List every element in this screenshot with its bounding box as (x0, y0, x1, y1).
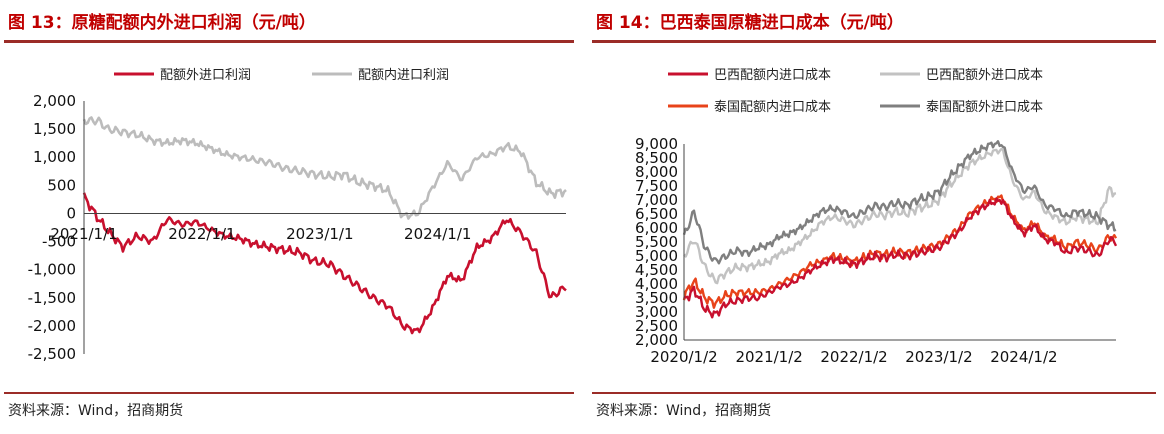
y-tick-label: 4,000 (635, 275, 678, 293)
y-tick-label: 6,000 (635, 219, 678, 237)
x-tick-label: 2020/1/2 (650, 348, 717, 366)
x-tick-label: 2021/1/2 (735, 348, 802, 366)
series-line (682, 140, 1117, 265)
figure-14-panel: 图 14：巴西泰国原糖进口成本（元/吨） 9,000 8,500 8,000 7,50… (588, 0, 1164, 434)
y-tick-label: 2,000 (635, 331, 678, 349)
series-line (82, 192, 567, 335)
y-tick-label: 500 (47, 176, 76, 194)
legend-label: 泰国配额外进口成本 (926, 100, 1043, 115)
y-tick-label: 5,500 (635, 233, 678, 251)
figure-13-panel: 图 13：原糖配额内外进口利润（元/吨） 2,000 1,500 1,000 500 0… (4, 13, 574, 419)
y-tick-label: 9,000 (635, 135, 678, 153)
y-tick-label: -2,500 (28, 345, 76, 363)
y-tick-label: 3,000 (635, 303, 678, 321)
y-tick-label: 0 (66, 204, 76, 222)
x-tick-label: 2023/1/1 (286, 225, 353, 243)
x-tick-label: 2021/1/1 (50, 225, 117, 243)
y-tick-label: -1,000 (28, 261, 76, 279)
x-tick-label: 2024/1/2 (990, 348, 1057, 366)
legend-label: 配额内进口利润 (358, 67, 449, 83)
y-tick-label: 4,500 (635, 261, 678, 279)
x-tick-label: 2022/1/1 (168, 225, 235, 243)
title-underline (592, 40, 1156, 43)
series-line (683, 147, 1117, 285)
y-tick-label: 7,000 (635, 191, 678, 209)
y-tick-label: -500 (42, 233, 76, 251)
y-tick-label: 1,500 (33, 120, 76, 138)
y-tick-label: 5,000 (635, 247, 678, 265)
figure-13-chart: 2,000 1,500 1,000 500 0 -500 -1,000 -1,500 -2,00… (28, 67, 567, 363)
y-tick-label: 1,000 (33, 148, 76, 166)
y-tick-label: 7,500 (635, 177, 678, 195)
x-tick-label: 2022/1/2 (820, 348, 887, 366)
legend-label: 泰国配额内进口成本 (714, 99, 831, 115)
legend-label: 配额外进口利润 (160, 68, 251, 83)
legend-label: 巴西配额内进口成本 (714, 67, 831, 83)
figure-13-title: 图 13：原糖配额内外进口利润（元/吨） (8, 13, 316, 33)
y-tick-label: -2,000 (28, 317, 76, 335)
y-tick-label: 2,000 (33, 92, 76, 110)
y-tick-label: 2,500 (635, 317, 678, 335)
y-tick-label: -1,500 (28, 289, 76, 307)
x-tick-label: 2023/1/2 (905, 348, 972, 366)
series-line (682, 194, 1118, 309)
series-line (82, 116, 567, 220)
x-tick-label: 2024/1/1 (404, 225, 471, 243)
figure-13-source: 资料来源：Wind，招商期货 (8, 403, 184, 419)
legend-label: 巴西配额外进口成本 (926, 68, 1043, 83)
y-tick-label: 6,500 (635, 205, 678, 223)
series-line (683, 197, 1118, 319)
y-tick-label: 8,000 (635, 163, 678, 181)
y-tick-label: 3,500 (635, 289, 678, 307)
figure-14-chart: 9,0008,5008,0007,5007,0006,5006,0005,500… (635, 67, 1118, 366)
y-tick-label: 8,500 (635, 149, 678, 167)
source-rule (4, 392, 574, 394)
figure-14-source: 资料来源：Wind，招商期货 (596, 403, 772, 419)
title-underline (4, 40, 574, 43)
figure-14-title: 图 14：巴西泰国原糖进口成本（元/吨） (596, 13, 904, 33)
source-rule (592, 392, 1156, 394)
